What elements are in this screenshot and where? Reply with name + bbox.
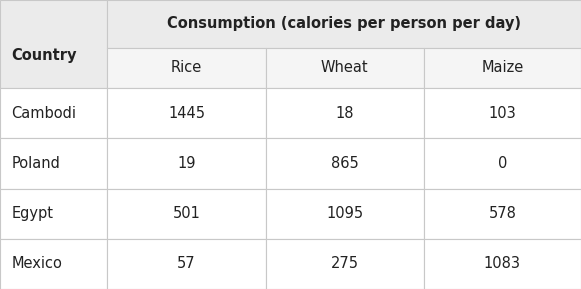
Bar bbox=[266, 138, 424, 188]
Text: Rice: Rice bbox=[171, 60, 202, 75]
Text: 578: 578 bbox=[489, 206, 516, 221]
Bar bbox=[424, 48, 581, 88]
Text: Country: Country bbox=[12, 49, 77, 64]
Bar bbox=[266, 189, 424, 239]
Bar bbox=[266, 239, 424, 289]
Bar bbox=[0, 138, 107, 188]
Bar bbox=[424, 189, 581, 239]
Bar bbox=[107, 189, 266, 239]
Bar bbox=[107, 239, 266, 289]
Bar bbox=[0, 189, 107, 239]
Text: Egypt: Egypt bbox=[12, 206, 53, 221]
Text: Mexico: Mexico bbox=[12, 256, 63, 271]
Bar bbox=[107, 48, 266, 88]
Bar bbox=[266, 48, 424, 88]
Text: 18: 18 bbox=[335, 106, 354, 121]
Bar bbox=[424, 239, 581, 289]
Text: Maize: Maize bbox=[481, 60, 523, 75]
Bar bbox=[266, 88, 424, 138]
Text: 865: 865 bbox=[331, 156, 358, 171]
Bar bbox=[0, 88, 107, 138]
Text: Wheat: Wheat bbox=[321, 60, 368, 75]
Text: 19: 19 bbox=[177, 156, 196, 171]
Text: 1095: 1095 bbox=[326, 206, 363, 221]
Text: 1445: 1445 bbox=[168, 106, 205, 121]
Bar bbox=[0, 239, 107, 289]
Text: 1083: 1083 bbox=[484, 256, 521, 271]
Bar bbox=[107, 88, 266, 138]
Text: Consumption (calories per person per day): Consumption (calories per person per day… bbox=[167, 16, 521, 31]
Bar bbox=[107, 138, 266, 188]
Text: Cambodi: Cambodi bbox=[12, 106, 77, 121]
Text: 275: 275 bbox=[331, 256, 358, 271]
Text: Poland: Poland bbox=[12, 156, 60, 171]
Text: 103: 103 bbox=[489, 106, 516, 121]
Bar bbox=[0, 0, 107, 88]
Text: 501: 501 bbox=[173, 206, 200, 221]
Text: 57: 57 bbox=[177, 256, 196, 271]
Bar bbox=[107, 0, 581, 48]
Bar bbox=[424, 138, 581, 188]
Text: 0: 0 bbox=[497, 156, 507, 171]
Bar bbox=[424, 88, 581, 138]
